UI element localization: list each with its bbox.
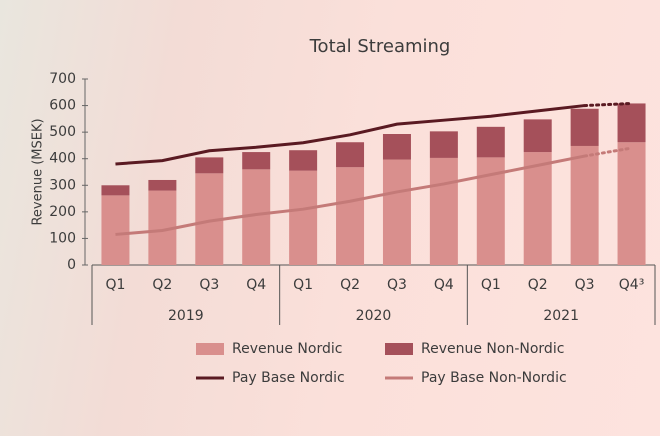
legend-swatch [385, 343, 413, 355]
x-tick-label: Q4 [246, 277, 266, 293]
x-tick-label: Q4³ [619, 277, 645, 293]
x-tick-label: Q2 [340, 277, 360, 293]
x-tick-label: Q2 [528, 277, 548, 293]
x-tick-label: Q3 [575, 277, 595, 293]
group-label: 2020 [356, 308, 392, 324]
x-tick-label: Q1 [481, 277, 501, 293]
bar [617, 142, 646, 265]
y-tick-label: 200 [49, 204, 76, 220]
bar [289, 170, 318, 265]
line [583, 101, 634, 108]
bar [523, 119, 552, 153]
y-tick-label: 0 [67, 257, 76, 273]
bar [570, 145, 599, 265]
y-axis-label: Revenue (MSEK) [31, 118, 46, 225]
bar [148, 179, 177, 191]
x-tick-label: Q4 [434, 277, 454, 293]
x-tick-label: Q3 [387, 277, 407, 293]
bar [570, 108, 599, 146]
legend-label: Pay Base Non-Nordic [421, 370, 567, 386]
legend-label: Revenue Nordic [232, 341, 342, 357]
bar [289, 150, 318, 171]
y-tick-label: 100 [49, 230, 76, 246]
x-tick-label: Q3 [199, 277, 219, 293]
line [583, 146, 634, 158]
chart-title: Total Streaming [309, 36, 451, 57]
bar [382, 134, 411, 160]
bar [336, 167, 365, 265]
y-tick-label: 500 [49, 124, 76, 140]
y-tick-label: 400 [49, 151, 76, 167]
bar [523, 152, 552, 265]
bar [242, 152, 271, 170]
bar [429, 157, 458, 265]
bar [617, 103, 646, 143]
bar [336, 142, 365, 168]
legend-label: Pay Base Nordic [232, 370, 345, 386]
y-tick-label: 700 [49, 71, 76, 87]
line [115, 154, 585, 236]
legend-swatch [196, 343, 224, 355]
group-label: 2019 [168, 308, 204, 324]
line [115, 104, 585, 166]
x-tick-label: Q1 [293, 277, 313, 293]
group-label: 2021 [543, 308, 579, 324]
bar [101, 185, 130, 196]
bar [382, 159, 411, 265]
y-tick-label: 300 [49, 177, 76, 193]
x-tick-label: Q1 [105, 277, 125, 293]
bar [101, 195, 130, 265]
bar [195, 157, 224, 174]
legend-label: Revenue Non-Nordic [421, 341, 564, 357]
y-tick-label: 600 [49, 98, 76, 114]
bar [476, 126, 505, 158]
bar [429, 131, 458, 158]
x-tick-label: Q2 [152, 277, 172, 293]
